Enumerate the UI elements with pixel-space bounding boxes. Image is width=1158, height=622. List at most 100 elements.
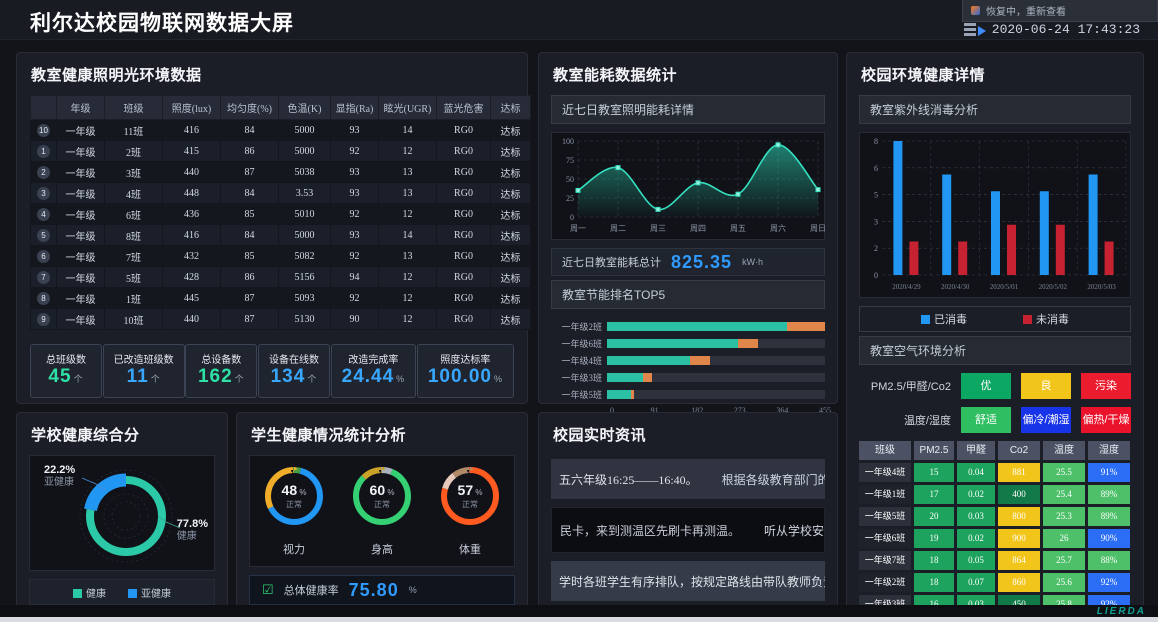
svg-text:3: 3 — [874, 217, 878, 226]
stat-label: 总班级数 — [46, 355, 86, 366]
uv-chart-header: 教室紫外线消毒分析 — [859, 95, 1131, 124]
uv-bar-chart[interactable]: 8 6 5 3 2 0 2020/4/29 2020/4/30 2020/5/01 2020/5/… — [859, 132, 1131, 298]
air-value-cell: 92% — [1088, 573, 1130, 592]
table-row[interactable]: 10 一年级 11班 416 84 5000 93 14 RG0 达标 — [30, 119, 531, 141]
table-cell: 93 — [330, 161, 379, 183]
status-badge[interactable]: 良 — [1021, 373, 1071, 399]
news-item[interactable]: 民卡，来到测温区先刷卡再测温。 听从学校安 — [551, 507, 825, 553]
stat-value: 100.00% — [427, 366, 503, 387]
table-cell: 12 — [378, 140, 437, 162]
news-item[interactable]: 学时各班学生有序排队，按规定路线由带队教师负责带到 — [551, 561, 825, 601]
rank-bar-track — [607, 390, 825, 399]
stat-label: 照度达标率 — [440, 355, 491, 366]
panel-news-title: 校园实时资讯 — [553, 427, 647, 444]
table-cell: 448 — [162, 182, 221, 204]
energy-total-label: 近七日教室能耗总计 — [562, 257, 661, 269]
status-badge[interactable]: 舒适 — [961, 407, 1011, 433]
table-cell: RG0 — [436, 287, 491, 309]
rank-axis-tick: 455 — [819, 406, 831, 415]
table-cell: RG0 — [436, 119, 491, 141]
svg-text:8: 8 — [874, 137, 878, 146]
row-index: 7 — [30, 266, 57, 288]
school-health-legend: 健康 亚健康 — [29, 579, 215, 605]
rank-bar-row[interactable]: 一年级2班 — [551, 319, 825, 334]
legend-item[interactable]: 健康 — [73, 585, 106, 600]
table-row[interactable]: 5 一年级 8班 416 84 5000 93 14 RG0 达标 — [30, 224, 531, 246]
stat-box: 总设备数 162 个 — [185, 344, 258, 398]
rank-axis-tick: 364 — [776, 406, 789, 415]
uv-bar-svg: 8 6 5 3 2 0 2020/4/29 2020/4/30 2020/5/01 2020/5/… — [874, 137, 1127, 291]
panel-student-health: 学生健康情况统计分析 48 % 正常 视力 60 % 正常 身高 57 % 正常 体重 ☑ 总体… — [236, 412, 528, 610]
table-cell: 11班 — [104, 119, 163, 141]
rank-bar-label: 一年级2班 — [561, 322, 602, 332]
legend-item[interactable]: 未消毒 — [1023, 311, 1069, 327]
table-row[interactable]: 6 一年级 7班 432 85 5082 92 13 RG0 达标 — [30, 245, 531, 267]
status-badge[interactable]: 偏热/干燥 — [1081, 407, 1131, 433]
rank-bar-row[interactable]: 一年级4班 — [551, 353, 825, 368]
saving-rank-chart[interactable]: 一年级2班 一年级6班 一年级4班 一年级3班 一年级5班 0 91 182 273 364 455 — [551, 319, 831, 415]
table-cell: 92 — [330, 245, 379, 267]
table-cell: 12 — [378, 266, 437, 288]
status-badge[interactable]: 污染 — [1081, 373, 1131, 399]
rank-bar-segment-orange — [786, 322, 825, 331]
notification-toast[interactable]: 恢复中，重新查看 — [962, 0, 1158, 22]
student-donut[interactable]: 60 % 正常 身高 — [340, 464, 424, 557]
stat-unit: 个 — [73, 374, 84, 384]
table-cell: 一年级 — [56, 182, 105, 204]
table-cell: 一年级 — [56, 266, 105, 288]
table-cell: 达标 — [490, 266, 531, 288]
air-value-cell: 0.03 — [957, 507, 995, 526]
donut-label: 身高 — [371, 544, 393, 556]
stat-label: 设备在线数 — [268, 355, 319, 366]
student-donut-charts[interactable]: 48 % 正常 视力 60 % 正常 身高 57 % 正常 体重 — [249, 455, 515, 567]
table-cell: 415 — [162, 140, 221, 162]
air-value-cell: 0.05 — [957, 551, 995, 570]
student-donut[interactable]: 48 % 正常 视力 — [252, 464, 336, 557]
table-row[interactable]: 9 一年级 10班 440 87 5130 90 12 RG0 达标 — [30, 308, 531, 330]
stat-unit: 个 — [307, 374, 318, 384]
air-value-cell: 25.3 — [1043, 507, 1085, 526]
table-row[interactable]: 2 一年级 3班 440 87 5038 93 13 RG0 达标 — [30, 161, 531, 183]
panel-energy: 教室能耗数据统计 近七日教室照明能耗详情 0 25 50 75 100 周一 周二 周三 周四 周… — [538, 52, 838, 415]
air-value-cell: 400 — [998, 485, 1040, 504]
svg-text:2020/5/02: 2020/5/02 — [1039, 283, 1068, 291]
status-badge[interactable]: 优 — [961, 373, 1011, 399]
svg-text:25: 25 — [566, 194, 574, 203]
rank-bar-label: 一年级5班 — [561, 390, 602, 400]
stat-unit: % — [396, 374, 406, 384]
rank-bar-row[interactable]: 一年级5班 — [551, 387, 825, 402]
list-arrow-icon[interactable] — [963, 22, 986, 37]
energy-line-chart[interactable]: 0 25 50 75 100 周一 周二 周三 周四 周五 周六 周日 — [551, 132, 826, 240]
status-badge[interactable]: 偏冷/潮湿 — [1021, 407, 1071, 433]
table-row[interactable]: 3 一年级 4班 448 84 3.53 93 13 RG0 达标 — [30, 182, 531, 204]
legend-item[interactable]: 已消毒 — [921, 311, 967, 327]
table-row[interactable]: 1 一年级 2班 415 86 5000 92 12 RG0 达标 — [30, 140, 531, 162]
student-donut[interactable]: 57 % 正常 体重 — [428, 464, 512, 557]
table-row[interactable]: 4 一年级 6班 436 85 5010 92 12 RG0 达标 — [30, 203, 531, 225]
svg-text:2020/5/01: 2020/5/01 — [990, 283, 1019, 291]
table-cell: 1班 — [104, 287, 163, 309]
air-value-cell: 19 — [914, 529, 954, 548]
legend-item[interactable]: 亚健康 — [128, 585, 171, 600]
rank-bar-row[interactable]: 一年级3班 — [551, 370, 825, 385]
school-health-donut-chart[interactable]: 22.2% 亚健康 77.8% 健康 — [29, 455, 215, 571]
table-cell: RG0 — [436, 203, 491, 225]
lighting-col-header: 班级 — [104, 95, 163, 120]
table-cell: 428 — [162, 266, 221, 288]
air-quality-table: 班级 PM2.5 甲醛 Co2 温度 湿度 一年级4班 15 0.04 881 25.5 91% 一年级… — [859, 441, 1131, 622]
table-row[interactable]: 7 一年级 5班 428 86 5156 94 12 RG0 达标 — [30, 266, 531, 288]
table-row[interactable]: 8 一年级 1班 445 87 5093 92 12 RG0 达标 — [30, 287, 531, 309]
table-cell: 13 — [378, 182, 437, 204]
air-value-cell: 91% — [1088, 463, 1130, 482]
table-cell: 436 — [162, 203, 221, 225]
air-class-cell: 一年级4班 — [859, 463, 911, 482]
news-text-left: 学时各班学生有序排队，按规定路线由带队教师负责带到 — [559, 574, 825, 589]
svg-text:100: 100 — [562, 137, 574, 146]
table-cell: 5156 — [278, 266, 331, 288]
callout-health: 77.8% 健康 — [176, 518, 208, 542]
svg-text:周五: 周五 — [730, 224, 746, 233]
rank-bar-row[interactable]: 一年级6班 — [551, 336, 825, 351]
table-cell: 一年级 — [56, 308, 105, 330]
news-item[interactable]: 五六年级16:25——16:40。 根据各级教育部门的 — [551, 459, 825, 499]
table-cell: 440 — [162, 308, 221, 330]
